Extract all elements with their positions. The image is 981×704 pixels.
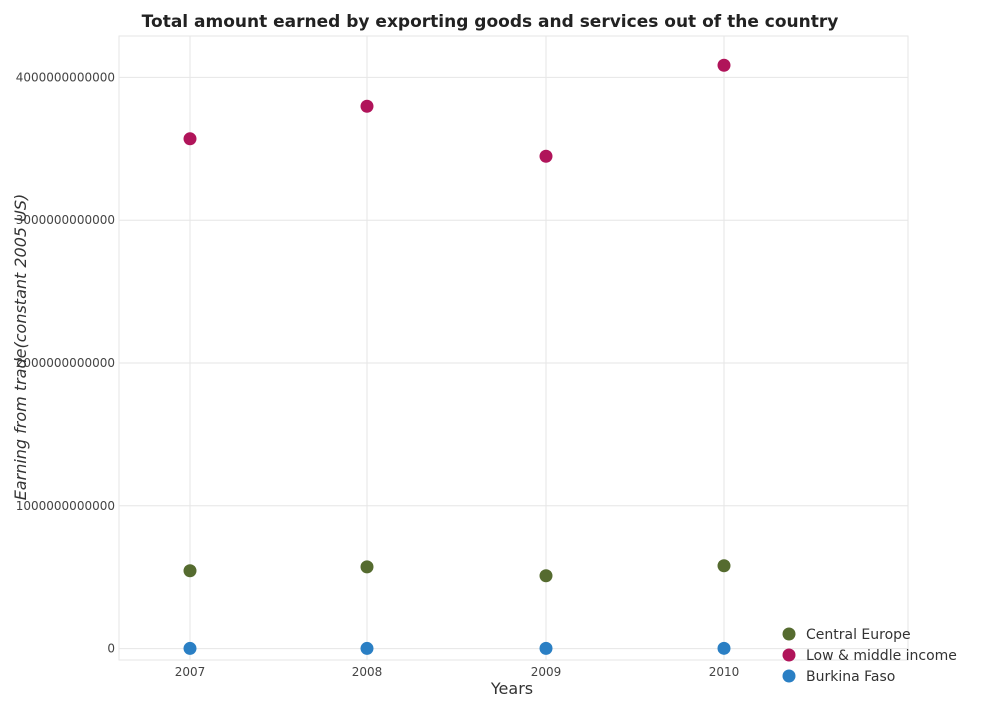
legend-marker: [782, 648, 796, 662]
legend-marker: [782, 627, 796, 641]
point-central-europe: [360, 560, 374, 574]
x-tick-label: 2008: [352, 665, 383, 679]
point-central-europe: [183, 564, 197, 578]
y-axis-label: Earning from trade(constant 2005 US): [11, 194, 30, 501]
y-tick-label: 4000000000000: [16, 70, 115, 84]
point-low-middle-income: [183, 132, 197, 146]
x-tick-labels: 2007 2008 2009 2010: [175, 665, 740, 679]
point-burkina-faso: [360, 641, 374, 655]
y-tick-label: 2000000000000: [16, 356, 115, 370]
x-tick-label: 2009: [531, 665, 562, 679]
plot-frame: [118, 35, 909, 661]
legend: Central Europe Low & middle income Burkina…: [782, 627, 957, 685]
chart-title: Total amount earned by exporting goods a…: [142, 12, 839, 32]
legend-label: Low & middle income: [806, 648, 957, 664]
point-low-middle-income: [717, 58, 731, 72]
x-tick-label: 2010: [709, 665, 740, 679]
legend-marker: [782, 669, 796, 683]
point-central-europe: [539, 569, 553, 583]
point-central-europe: [717, 559, 731, 573]
y-tick-label: 3000000000000: [16, 213, 115, 227]
x-tick-label: 2007: [175, 665, 206, 679]
point-low-middle-income: [360, 99, 374, 113]
legend-label: Burkina Faso: [806, 669, 895, 685]
point-low-middle-income: [539, 149, 553, 163]
point-burkina-faso: [539, 641, 553, 655]
legend-label: Central Europe: [806, 627, 911, 643]
x-axis-label: Years: [490, 679, 533, 698]
y-tick-label: 0: [107, 642, 115, 656]
y-tick-labels: 0 1000000000000 2000000000000 3000000000000…: [16, 70, 115, 655]
point-burkina-faso: [717, 641, 731, 655]
point-burkina-faso: [183, 641, 197, 655]
data-points: [183, 58, 731, 655]
y-tick-label: 1000000000000: [16, 499, 115, 513]
